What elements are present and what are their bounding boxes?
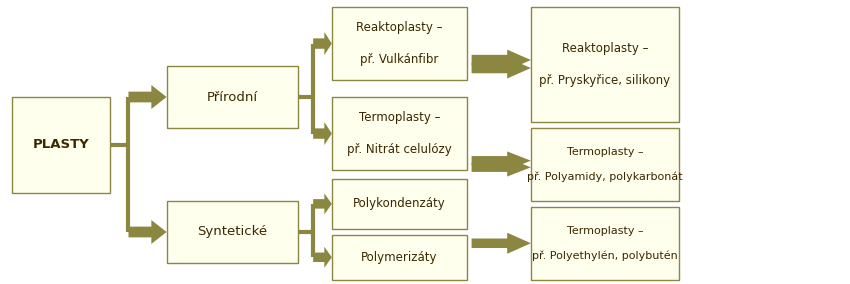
Text: Polykondenzáty: Polykondenzáty	[354, 197, 446, 210]
Text: Reaktoplasty –

př. Vulkánfibr: Reaktoplasty – př. Vulkánfibr	[356, 21, 443, 66]
Text: Termoplasty –

př. Nitrát celulózy: Termoplasty – př. Nitrát celulózy	[347, 111, 452, 156]
Text: Reaktoplasty –

př. Pryskyřice, silikony: Reaktoplasty – př. Pryskyřice, silikony	[540, 42, 671, 87]
FancyBboxPatch shape	[531, 207, 679, 280]
Polygon shape	[128, 85, 167, 109]
FancyBboxPatch shape	[167, 66, 298, 128]
Polygon shape	[472, 50, 531, 70]
FancyBboxPatch shape	[332, 179, 468, 229]
Text: Přírodní: Přírodní	[207, 91, 258, 103]
Polygon shape	[472, 158, 531, 177]
Text: PLASTY: PLASTY	[33, 138, 89, 151]
Text: Termoplasty –

př. Polyamidy, polykarbonát: Termoplasty – př. Polyamidy, polykarboná…	[527, 147, 683, 182]
Polygon shape	[313, 193, 332, 214]
Text: Termoplasty –

př. Polyethylén, polybutén: Termoplasty – př. Polyethylén, polybutén	[532, 225, 678, 261]
FancyBboxPatch shape	[332, 7, 468, 80]
Polygon shape	[472, 58, 531, 78]
Polygon shape	[472, 151, 531, 170]
FancyBboxPatch shape	[332, 235, 468, 280]
Text: Polymerizáty: Polymerizáty	[361, 251, 438, 264]
Polygon shape	[313, 122, 332, 145]
Text: Syntetické: Syntetické	[197, 225, 267, 239]
FancyBboxPatch shape	[13, 97, 110, 193]
Polygon shape	[472, 233, 531, 254]
Polygon shape	[128, 220, 167, 244]
Polygon shape	[313, 32, 332, 55]
Polygon shape	[313, 247, 332, 268]
FancyBboxPatch shape	[332, 97, 468, 170]
FancyBboxPatch shape	[167, 201, 298, 263]
FancyBboxPatch shape	[531, 128, 679, 201]
FancyBboxPatch shape	[531, 7, 679, 122]
